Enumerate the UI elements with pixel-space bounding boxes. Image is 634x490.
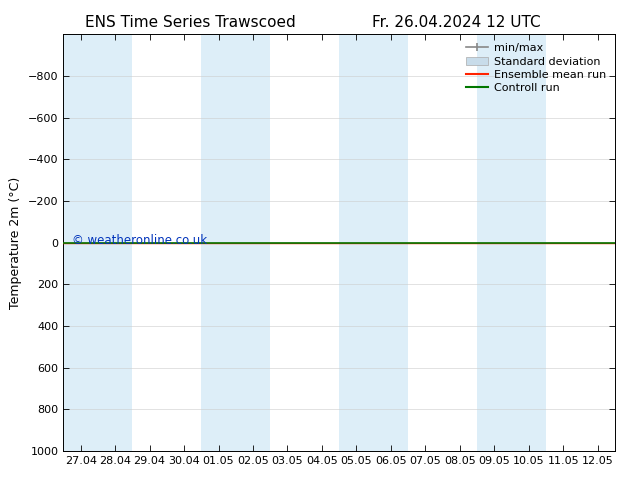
Legend: min/max, Standard deviation, Ensemble mean run, Controll run: min/max, Standard deviation, Ensemble me… — [463, 40, 609, 97]
Bar — [512, 34, 546, 451]
Bar — [236, 34, 270, 451]
Text: Fr. 26.04.2024 12 UTC: Fr. 26.04.2024 12 UTC — [372, 15, 541, 30]
Text: © weatheronline.co.uk: © weatheronline.co.uk — [72, 234, 207, 247]
Bar — [339, 34, 373, 451]
Bar — [63, 34, 98, 451]
Y-axis label: Temperature 2m (°C): Temperature 2m (°C) — [10, 176, 22, 309]
Bar — [373, 34, 408, 451]
Bar — [202, 34, 236, 451]
Bar — [477, 34, 512, 451]
Text: ENS Time Series Trawscoed: ENS Time Series Trawscoed — [85, 15, 295, 30]
Bar — [98, 34, 133, 451]
